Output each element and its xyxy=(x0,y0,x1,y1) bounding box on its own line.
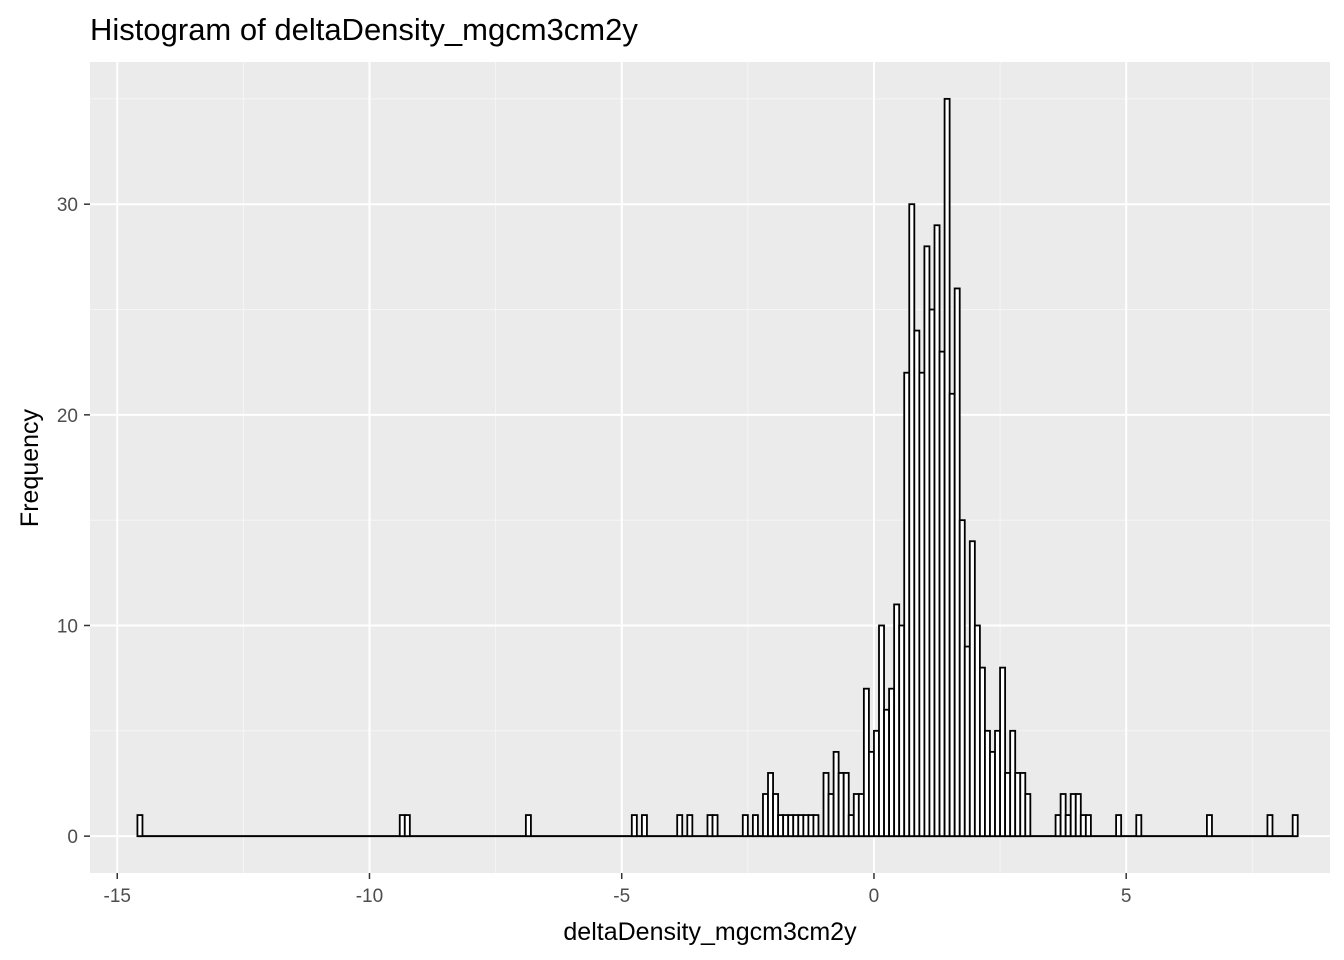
histogram-bar xyxy=(630,814,638,838)
minor-gridlines xyxy=(90,62,1330,873)
histogram-bar xyxy=(999,666,1007,838)
histogram-bar xyxy=(524,814,532,838)
histogram-bar xyxy=(403,814,411,838)
histogram-bar xyxy=(711,814,719,838)
x-tick-label: -10 xyxy=(356,886,383,907)
x-tick-label: -5 xyxy=(613,886,630,907)
histogram-bar xyxy=(1266,814,1274,838)
histogram-bar xyxy=(676,814,684,838)
histogram-bars xyxy=(136,97,1299,838)
histogram-bar xyxy=(1115,814,1123,838)
y-tick-label: 0 xyxy=(67,827,78,848)
x-axis-ticks: -15 -10 -5 0 5 xyxy=(104,873,1132,907)
x-tick-label: -15 xyxy=(104,886,131,907)
histogram-bar xyxy=(751,814,759,838)
y-axis-ticks: 0 10 20 30 xyxy=(57,195,90,848)
histogram-bar xyxy=(812,814,820,838)
histogram-bar xyxy=(1206,814,1213,838)
y-tick-label: 30 xyxy=(57,195,78,216)
y-tick-label: 10 xyxy=(57,616,78,637)
x-axis-title: deltaDensity_mgcm3cm2y xyxy=(563,918,857,946)
histogram-bar xyxy=(1291,814,1299,838)
y-tick-label: 20 xyxy=(57,406,78,427)
histogram-bar xyxy=(1135,814,1143,838)
histogram-bar xyxy=(842,772,850,838)
histogram-bar xyxy=(1084,814,1092,838)
histogram-bar xyxy=(136,814,144,838)
x-tick-label: 5 xyxy=(1121,886,1132,907)
plot-panel xyxy=(90,62,1330,873)
histogram-bar xyxy=(741,814,749,838)
y-axis-title: Frequency xyxy=(16,408,44,527)
x-tick-label: 0 xyxy=(869,886,880,907)
histogram-bar xyxy=(1024,793,1032,838)
histogram-bar xyxy=(686,814,694,838)
chart-title: Histogram of deltaDensity_mgcm3cm2y xyxy=(90,12,638,47)
histogram-bar xyxy=(640,814,648,838)
